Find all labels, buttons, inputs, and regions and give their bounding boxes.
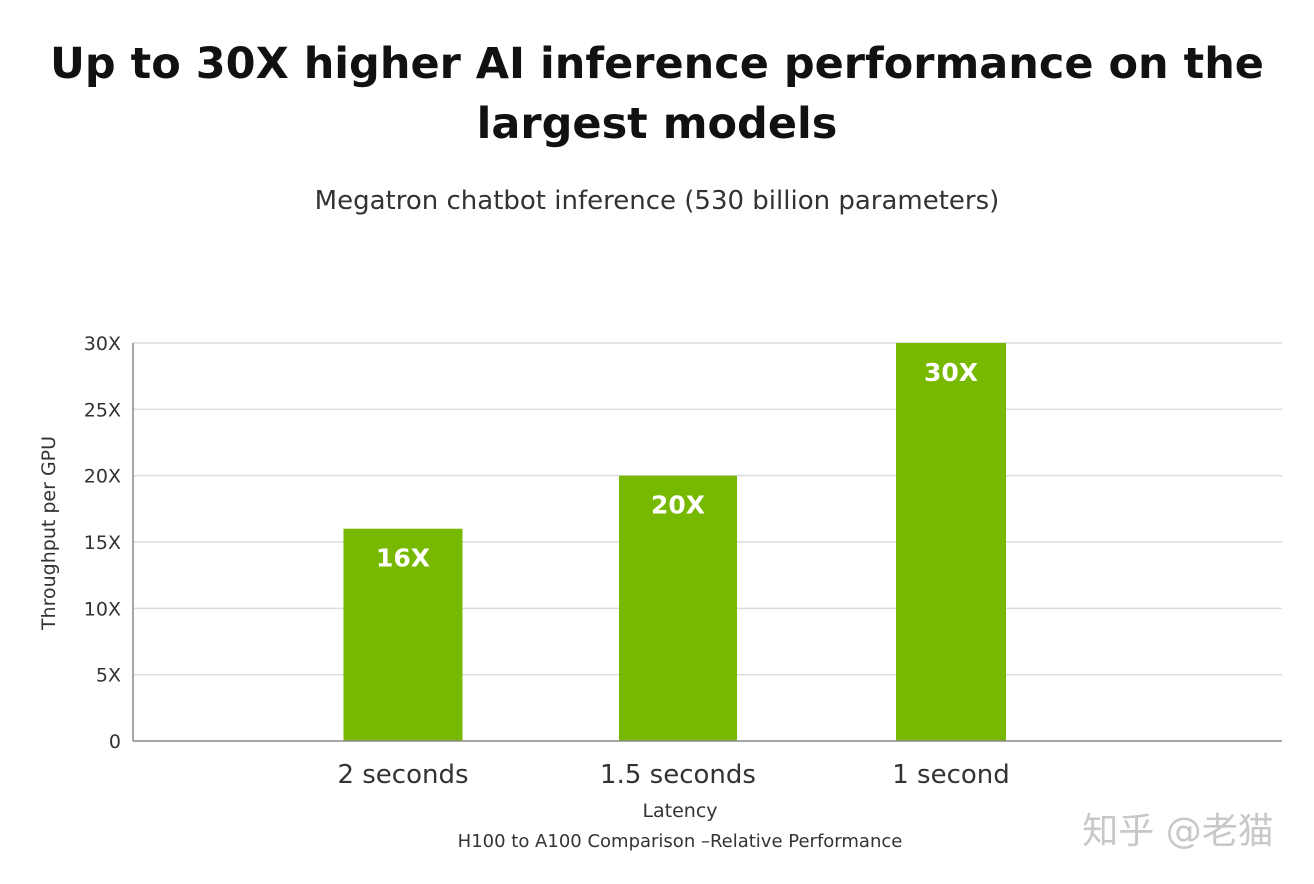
chart-subtitle: Megatron chatbot inference (530 billion … xyxy=(314,186,1000,216)
y-tick-label: 10X xyxy=(84,598,121,620)
x-tick-label: 2 seconds xyxy=(337,760,468,790)
bar xyxy=(619,475,737,741)
x-tick-label: 1.5 seconds xyxy=(600,760,756,790)
y-tick-label: 15X xyxy=(84,532,121,554)
page-title: Up to 30X higher AI inference performanc… xyxy=(50,39,1264,149)
bar-value-label: 20X xyxy=(651,491,705,520)
y-axis-label: Throughput per GPU xyxy=(38,436,60,631)
y-tick-label: 25X xyxy=(84,399,121,421)
bar-value-label: 16X xyxy=(376,544,430,573)
bar xyxy=(896,343,1006,741)
x-axis-label: Latency xyxy=(642,800,717,822)
y-tick-label: 0 xyxy=(109,731,121,753)
watermark: 知乎 @老猫 xyxy=(1082,811,1273,852)
y-tick-label: 5X xyxy=(96,665,121,687)
bar-value-label: 30X xyxy=(924,358,978,387)
bar xyxy=(343,528,463,741)
y-tick-label: 20X xyxy=(84,466,121,488)
x-tick-label: 1 second xyxy=(892,760,1010,790)
chart-footnote: H100 to A100 Comparison –Relative Perfor… xyxy=(458,831,903,852)
y-tick-label: 30X xyxy=(84,333,121,355)
